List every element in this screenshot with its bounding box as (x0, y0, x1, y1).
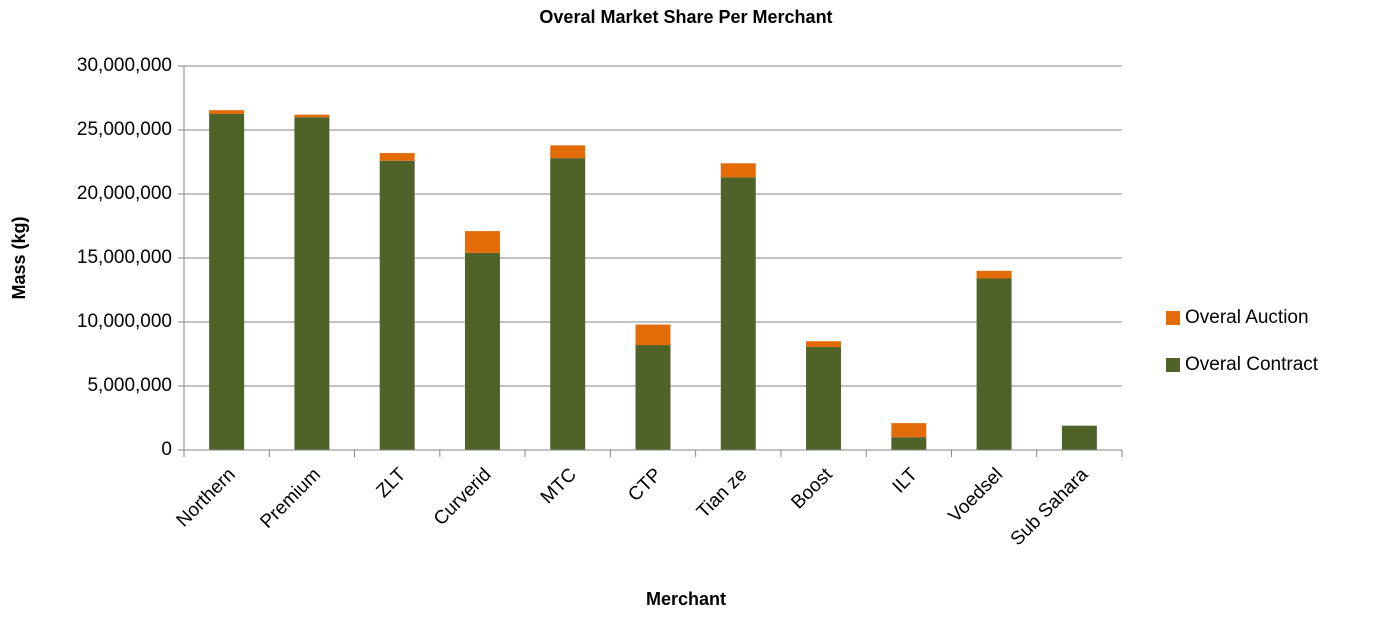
bar-segment (550, 145, 586, 159)
y-tick-label: 30,000,000 (77, 55, 172, 76)
bar-segment (891, 437, 927, 450)
bar-segment (294, 114, 330, 118)
bar-segment (720, 177, 756, 451)
bar-segment (976, 270, 1012, 279)
bar-segment (209, 114, 245, 450)
bar-segment (720, 163, 756, 178)
legend-label: Overal Auction (1185, 307, 1309, 328)
y-tick-label: 25,000,000 (77, 119, 172, 140)
bar-segment (976, 278, 1012, 450)
bar-segment (806, 341, 842, 347)
bar-segment (635, 345, 671, 450)
legend-swatch (1166, 358, 1180, 372)
x-tick-label: Boost (787, 464, 837, 514)
bar-segment (550, 158, 586, 450)
y-tick-label: 5,000,000 (87, 375, 172, 396)
y-tick-label: 0 (161, 439, 172, 460)
y-tick-label: 10,000,000 (77, 311, 172, 332)
legend-label: Overal Contract (1185, 354, 1319, 375)
bar-segment (1061, 425, 1097, 450)
x-tick-label: Curverid (430, 464, 496, 530)
x-tick-label: ZLT (373, 464, 411, 502)
y-tick-label: 15,000,000 (77, 247, 172, 268)
bar-segment (806, 346, 842, 450)
bar-segment (294, 117, 330, 450)
x-tick-label: Premium (256, 464, 325, 533)
bar-segment (379, 153, 415, 161)
bar-segment (464, 252, 500, 450)
bar-segment (209, 110, 245, 114)
x-tick-label: Sub Sahara (1007, 464, 1093, 550)
legend-swatch (1166, 311, 1180, 325)
x-tick-label: Northern (173, 464, 240, 531)
x-tick-label: ILT (889, 464, 923, 498)
bar-segment (891, 423, 927, 438)
x-tick-label: CTP (624, 464, 666, 506)
chart-title: Overal Market Share Per Merchant (539, 7, 832, 27)
x-tick-label: Voedsel (945, 464, 1008, 527)
y-tick-label: 20,000,000 (77, 183, 172, 204)
x-axis-title: Merchant (646, 589, 726, 609)
x-tick-label: MTC (537, 464, 581, 508)
bar-segment (379, 160, 415, 450)
bar-segment (464, 231, 500, 253)
x-tick-label: Tian ze (693, 464, 751, 522)
bar-segment (635, 324, 671, 346)
y-axis-title: Mass (kg) (9, 216, 29, 299)
